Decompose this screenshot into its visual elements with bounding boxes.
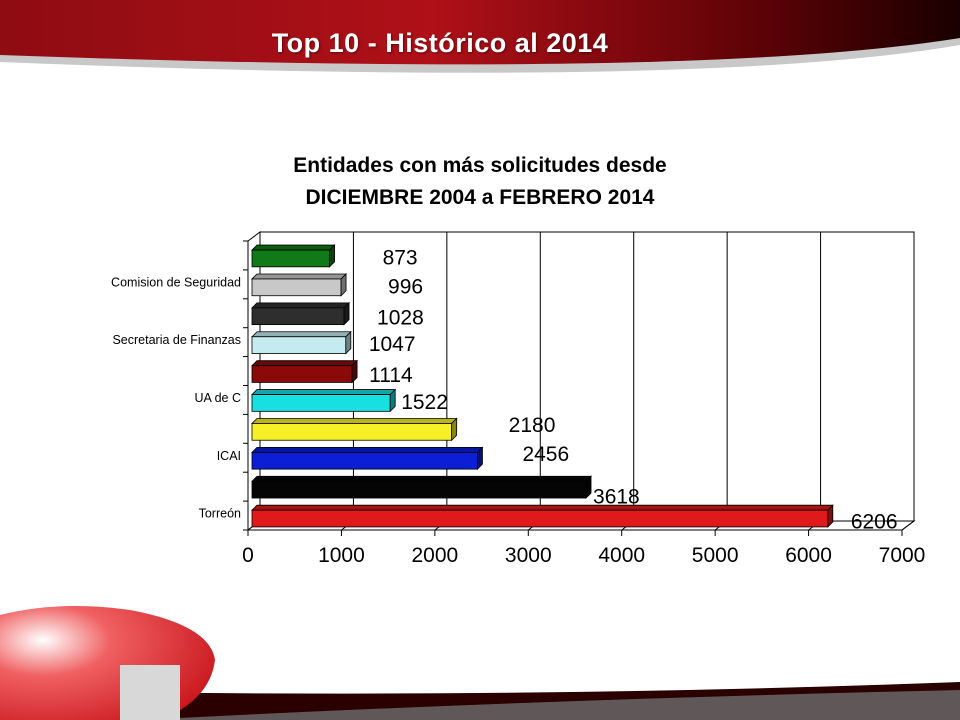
- bar-top-face: [251, 446, 484, 453]
- bar-value-label: 1028: [377, 306, 424, 329]
- bar: [251, 504, 834, 528]
- plot-back-wall: [259, 231, 915, 522]
- bar-top-face: [251, 244, 336, 251]
- bar-end-face: [343, 301, 350, 326]
- bar-top-face: [251, 504, 834, 511]
- bar-value-label: 2456: [522, 443, 569, 466]
- bar-top-face: [251, 302, 351, 309]
- bar-top-face: [251, 331, 352, 338]
- bar-front-face: [251, 365, 353, 383]
- bar-end-face: [477, 446, 483, 471]
- x-tick-label: 2000: [411, 544, 458, 567]
- bar-end-face: [340, 273, 347, 297]
- bar-front-face: [251, 278, 342, 297]
- bar-top-face: [251, 475, 592, 482]
- x-tick-label: 3000: [505, 544, 552, 567]
- x-tick-label: 6000: [785, 544, 832, 567]
- x-tick-label: 0: [242, 544, 254, 567]
- chart-title-line: DICIEMBRE 2004 a FEBRERO 2014: [306, 186, 655, 209]
- bar-end-face: [451, 417, 458, 442]
- x-tick-label: 7000: [879, 544, 926, 567]
- bar: [251, 330, 352, 355]
- bar-end-face: [345, 330, 352, 355]
- bar-top-face: [251, 273, 348, 280]
- y-category-label: Comision de Seguridad: [111, 275, 241, 289]
- bar-end-face: [351, 359, 358, 384]
- bar-value-label: 2180: [509, 414, 556, 437]
- y-category-label: Torreón: [199, 507, 241, 521]
- bar-value-label: 996: [388, 275, 423, 298]
- bar-value-label: 873: [383, 246, 418, 269]
- footer-swoosh-gray: [140, 690, 960, 720]
- bar-front-face: [251, 336, 347, 354]
- y-category-label: Secretaria de Finanzas: [112, 333, 241, 347]
- bar-front-face: [251, 480, 587, 499]
- bar-top-face: [251, 389, 397, 395]
- x-tick-label: 5000: [692, 544, 739, 567]
- bar-value-label: 1522: [401, 391, 448, 414]
- floor-gridline: [901, 520, 915, 531]
- bar-front-face: [251, 509, 829, 528]
- bar-end-face: [389, 388, 396, 413]
- corner-logo-stroke: [120, 665, 180, 720]
- header-band: [0, 0, 960, 65]
- bar-value-label: 1047: [369, 333, 416, 356]
- y-category-label: ICAI: [217, 449, 241, 463]
- bar-top-face: [251, 360, 359, 367]
- y-category-label: UA de C: [194, 391, 241, 405]
- x-tick-label: 1000: [318, 544, 365, 567]
- bar-front-face: [251, 249, 330, 268]
- bar-front-face: [251, 307, 345, 326]
- chart-title-line: Entidades con más solicitudes desde: [293, 154, 666, 177]
- bar: [251, 359, 359, 384]
- bar-value-label: 6206: [851, 511, 898, 534]
- bar-value-label: 1114: [369, 364, 413, 387]
- bar-front-face: [251, 423, 453, 441]
- bar-top-face: [251, 418, 458, 424]
- bar-end-face: [827, 504, 834, 528]
- bar: [251, 475, 592, 499]
- bar: [251, 301, 351, 326]
- bar: [251, 273, 348, 297]
- bar-front-face: [251, 451, 478, 470]
- x-tick-label: 4000: [598, 544, 645, 567]
- bar-value-label: 3618: [593, 486, 640, 509]
- bar: [251, 446, 484, 471]
- bar: [251, 417, 458, 442]
- bar-front-face: [251, 394, 391, 412]
- bar: [251, 244, 336, 268]
- slide-title: Top 10 - Histórico al 2014: [271, 28, 609, 58]
- bar-end-face: [329, 244, 335, 268]
- bar-end-face: [585, 475, 592, 499]
- bar: [251, 388, 397, 413]
